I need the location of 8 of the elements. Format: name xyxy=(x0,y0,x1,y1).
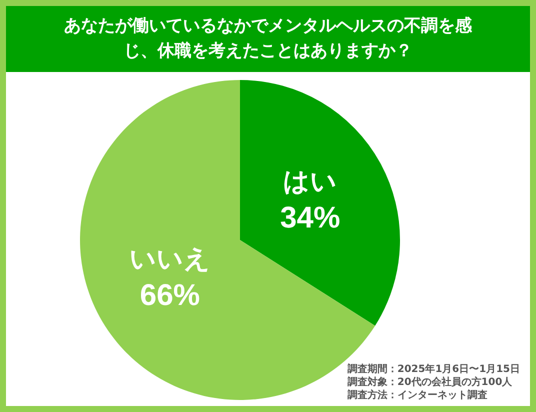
data-label: 34% xyxy=(280,202,340,235)
slice-label: いいえ xyxy=(129,244,210,274)
text: 調査期間：2025年1月6日〜1月15日 xyxy=(347,363,520,376)
text: 調査方法：インターネット調査 xyxy=(347,389,488,402)
chart-title: あなたが働いているなかでメンタルヘルスの不調を感じ、休職を考えたことはありますか？ xyxy=(6,6,530,72)
slice-label: はい xyxy=(283,167,338,198)
data-label: 66% xyxy=(140,278,200,312)
text: 調査対象：20代の会社員の方100人 xyxy=(347,376,514,389)
